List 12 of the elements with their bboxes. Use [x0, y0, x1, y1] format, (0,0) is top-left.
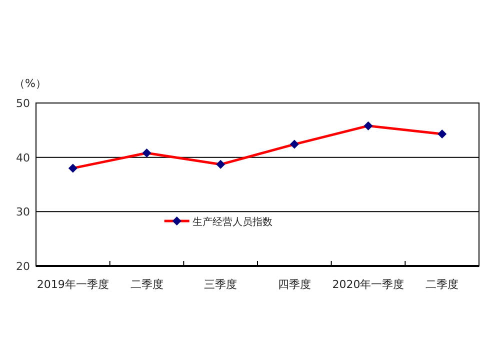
y-tick-label: 20	[16, 260, 30, 273]
y-tick-label: 40	[16, 151, 30, 164]
x-tick-label: 二季度	[130, 278, 164, 291]
y-tick-label: 50	[16, 97, 30, 110]
y-tick-label: 30	[16, 206, 30, 219]
x-tick-label: 二季度	[426, 278, 459, 291]
x-tick-label: 四季度	[278, 278, 311, 291]
x-tick-label: 2019年一季度	[36, 278, 109, 291]
legend-label: 生产经营人员指数	[192, 216, 272, 228]
y-axis-title: （%）	[14, 77, 46, 90]
x-tick-label: 三季度	[204, 278, 238, 291]
x-tick-label: 2020年一季度	[332, 278, 404, 291]
